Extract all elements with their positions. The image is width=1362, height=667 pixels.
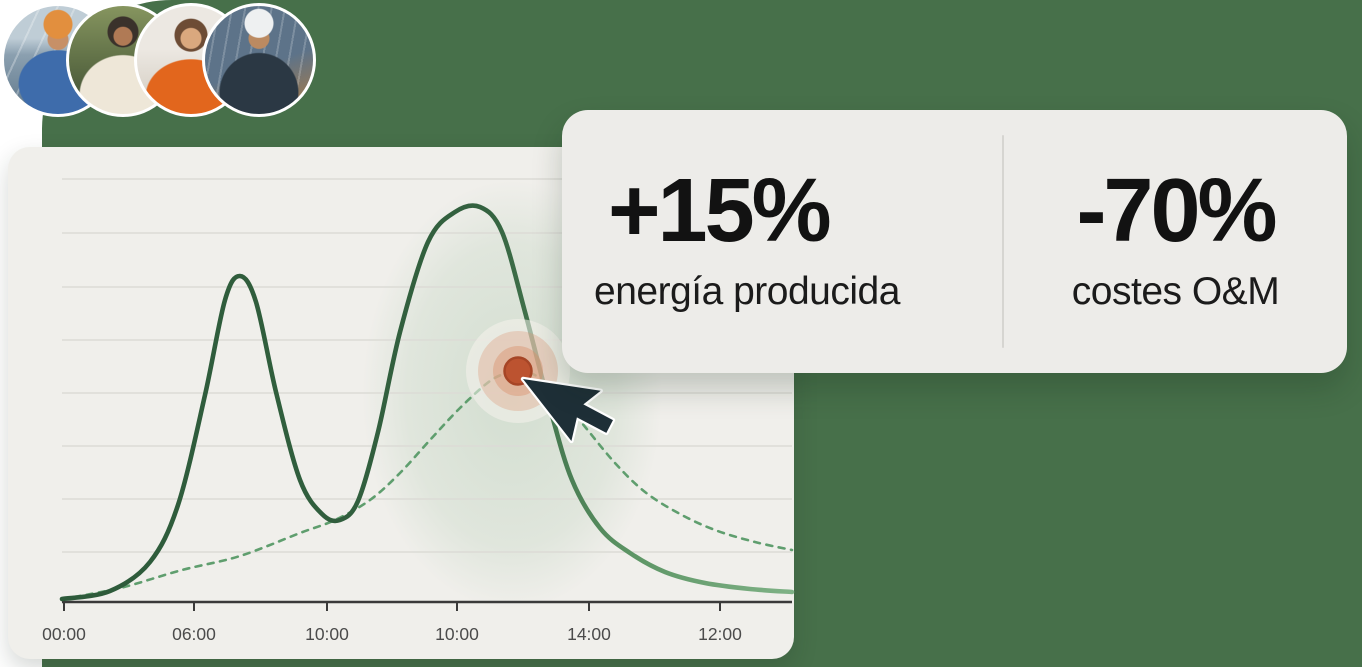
- stat-costs-value: -70%: [1076, 160, 1277, 261]
- stat-energy-produced: +15% energía producida: [562, 110, 1002, 373]
- stats-card: +15% energía producida -70% costes O&M: [562, 110, 1347, 373]
- stat-energy-label: energía producida: [594, 270, 900, 314]
- stat-costs-label: costes O&M: [1071, 270, 1280, 314]
- avatar-engineer-white-hardhat: [202, 3, 316, 117]
- stat-om-costs: -70% costes O&M: [1004, 110, 1347, 373]
- stats-divider: [1002, 135, 1004, 348]
- stat-energy-value: +15%: [608, 160, 832, 261]
- team-avatars: [0, 0, 320, 122]
